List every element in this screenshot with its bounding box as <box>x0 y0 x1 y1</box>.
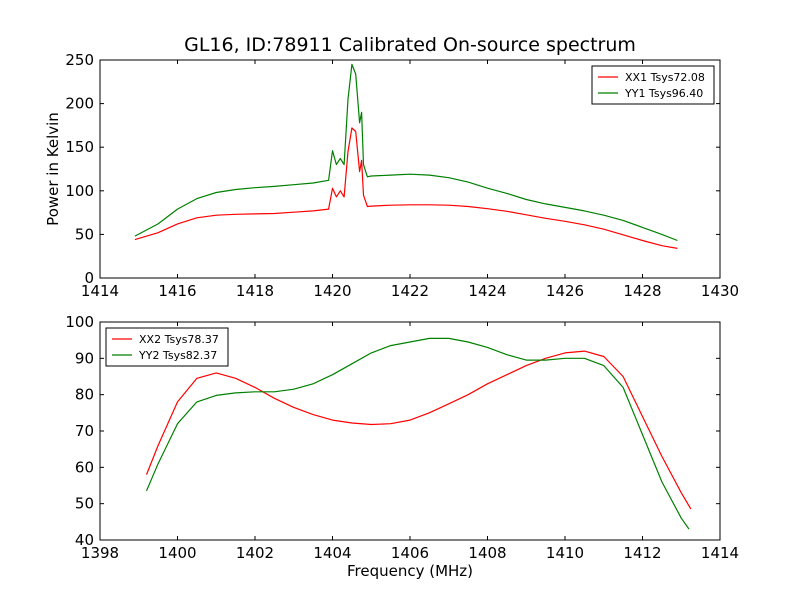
x-tick-label: 1412 <box>623 544 661 562</box>
y-axis-label: Power in Kelvin <box>44 112 62 226</box>
x-tick-label: 1416 <box>158 282 196 300</box>
subplot-1: 1414 1416 1418 1420 1422 1424 1426 1428 1430 0 50 1… <box>44 51 739 300</box>
legend: XX2 Tsys78.37 YY2 Tsys82.37 <box>105 327 229 367</box>
y-tick-label: 40 <box>75 531 94 549</box>
x-tick-label: 1408 <box>468 544 506 562</box>
x-tick-label: 1398 <box>81 544 119 562</box>
y-tick-label: 250 <box>65 51 94 69</box>
y-tick-label: 50 <box>75 225 94 243</box>
x-tick-label: 1426 <box>546 282 584 300</box>
legend-label: XX1 Tsys72.08 <box>625 71 705 84</box>
y-tick-label: 50 <box>75 495 94 513</box>
x-tick-label: 1410 <box>546 544 584 562</box>
y-tick-label: 90 <box>75 349 94 367</box>
series-line-2 <box>134 63 678 242</box>
x-tick-label: 1400 <box>158 544 196 562</box>
x-tick-label: 1424 <box>468 282 506 300</box>
x-tick-label: 1414 <box>81 282 119 300</box>
series-line-1 <box>134 127 678 249</box>
y-tick-label: 70 <box>75 422 94 440</box>
x-tick-label: 1420 <box>313 282 351 300</box>
series-line-1 <box>145 350 692 510</box>
legend-box <box>591 65 715 105</box>
x-axis-label: Frequency (MHz) <box>347 562 473 580</box>
legend-box <box>105 327 229 367</box>
y-tick-label: 100 <box>65 313 94 331</box>
legend-label: YY2 Tsys82.37 <box>138 349 217 362</box>
chart-title: GL16, ID:78911 Calibrated On-source spec… <box>184 34 636 56</box>
x-tick-label: 1406 <box>391 544 429 562</box>
x-tick-label: 1430 <box>701 282 739 300</box>
subplot-2: 1398 1400 1402 1404 1406 1408 1410 1412 1414 40 50… <box>65 313 739 580</box>
x-tick-label: 1428 <box>623 282 661 300</box>
y-tick-label: 0 <box>84 269 94 287</box>
y-tick-label: 60 <box>75 458 94 476</box>
y-tick-label: 100 <box>65 182 94 200</box>
y-tick-label: 150 <box>65 138 94 156</box>
x-tick-label: 1414 <box>701 544 739 562</box>
x-tick-label: 1422 <box>391 282 429 300</box>
legend-label: XX2 Tsys78.37 <box>139 333 219 346</box>
y-tick-label: 80 <box>75 386 94 404</box>
series-line-2 <box>145 337 690 530</box>
x-tick-label: 1402 <box>236 544 274 562</box>
legend-label: YY1 Tsys96.40 <box>624 87 703 100</box>
y-tick-label: 200 <box>65 95 94 113</box>
x-tick-label: 1404 <box>313 544 351 562</box>
x-tick-label: 1418 <box>236 282 274 300</box>
legend: XX1 Tsys72.08 YY1 Tsys96.40 <box>591 65 715 105</box>
